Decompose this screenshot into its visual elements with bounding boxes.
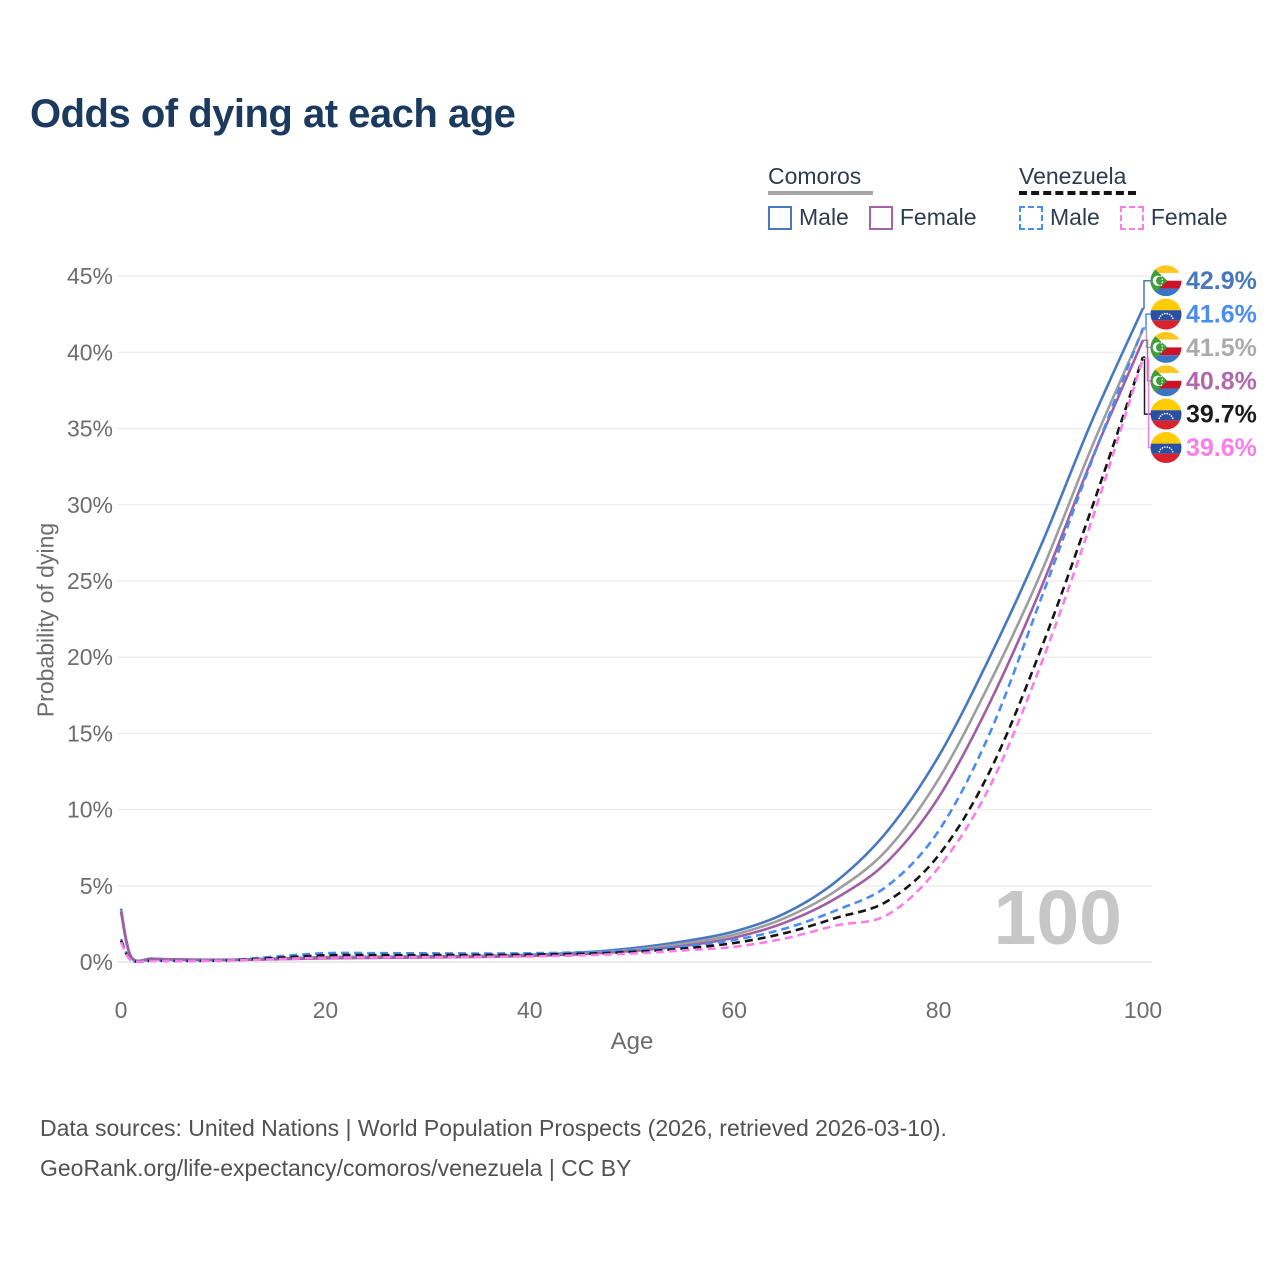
data-sources-line: Data sources: United Nations | World Pop… [40,1115,947,1141]
line-venezuela-female[interactable] [119,358,1145,964]
comoros-solid-line-swatch [768,191,873,195]
attribution-line: GeoRank.org/life-expectancy/comoros/vene… [40,1155,632,1181]
line-venezuela-all[interactable] [119,356,1145,964]
legend-country-comoros[interactable]: Comoros [768,163,862,189]
comoros-female-swatch [868,205,893,230]
line-venezuela-male[interactable] [119,327,1145,964]
legend-label: Male [1050,204,1100,230]
end-value-label-venezuela-male: 41.6% [1186,301,1257,329]
line-comoros-male[interactable] [119,307,1145,963]
end-label-connector [1143,357,1151,449]
venezuela-flag-icon [1151,299,1182,330]
y-tick-label: 15% [67,720,113,746]
x-tick-label: 80 [926,997,952,1023]
legend-label: Female [899,204,977,230]
tick-layer: 0% 5% 10% 15% 20% 25% 30% 35% 40% 45% 0 20 40 60 80 100 [67,263,1162,1023]
y-tick-label: 45% [67,263,113,289]
x-tick-label: 0 [115,997,128,1023]
end-value-label-comoros-male: 42.9% [1186,267,1257,295]
comoros-flag-icon [1151,365,1182,396]
legend-country-venezuela[interactable]: Venezuela [1019,163,1127,189]
venezuela-flag-icon [1151,432,1182,463]
legend-label: Male [799,204,849,230]
x-tick-label: 20 [313,997,339,1023]
legend-group-comoros: Comoros Male Female [768,164,997,231]
y-tick-label: 25% [67,568,113,594]
end-value-label-venezuela-female: 39.6% [1186,434,1257,462]
end-value-label-venezuela-all: 39.7% [1186,401,1257,429]
venezuela-flag-icon [1151,399,1182,430]
end-value-label-comoros-female: 40.8% [1186,367,1257,395]
end-label-layer: 42.9% 41.6% 41.5% 40.8% 39.7% 39.6% [1143,265,1257,463]
y-tick-label: 30% [67,492,113,518]
comoros-flag-icon [1151,332,1182,363]
legend-item-comoros-female[interactable]: Female [868,204,977,231]
grid-layer [118,275,1152,963]
y-tick-label: 20% [67,644,113,670]
end-label-connector [1143,313,1151,329]
venezuela-dashed-line-swatch [1019,191,1136,195]
venezuela-male-swatch [1019,205,1043,230]
y-tick-label: 35% [67,416,113,442]
hovered-age-watermark: 100 [994,875,1122,961]
legend-item-comoros-male[interactable]: Male [768,204,849,231]
legend-group-venezuela: Venezuela Male Female [1019,164,1248,231]
series-layer [119,307,1145,964]
y-tick-label: 10% [67,797,113,823]
watermark-layer: 100 [994,875,1122,961]
comoros-male-swatch [768,205,792,230]
chart-title: Odds of dying at each age [30,92,516,136]
legend-label: Female [1150,204,1228,230]
legend-item-venezuela-male[interactable]: Male [1019,204,1100,231]
end-label-connector [1143,328,1151,349]
x-tick-label: 40 [517,997,543,1023]
comoros-flag-icon [1151,265,1182,296]
x-tick-label: 100 [1124,997,1162,1023]
venezuela-female-swatch [1119,205,1144,230]
line-comoros-female[interactable] [119,339,1145,963]
end-value-label-comoros-all: 41.5% [1186,334,1257,362]
y-tick-label: 40% [67,339,113,365]
y-tick-label: 0% [80,949,113,975]
y-tick-label: 5% [80,873,113,899]
line-comoros-all[interactable] [119,328,1145,963]
legend-item-venezuela-female[interactable]: Female [1119,204,1228,231]
x-tick-label: 60 [721,997,747,1023]
footer: Data sources: United Nations | World Pop… [40,1108,947,1188]
x-axis-title: Age [610,1028,654,1055]
end-label-connector [1143,279,1151,309]
